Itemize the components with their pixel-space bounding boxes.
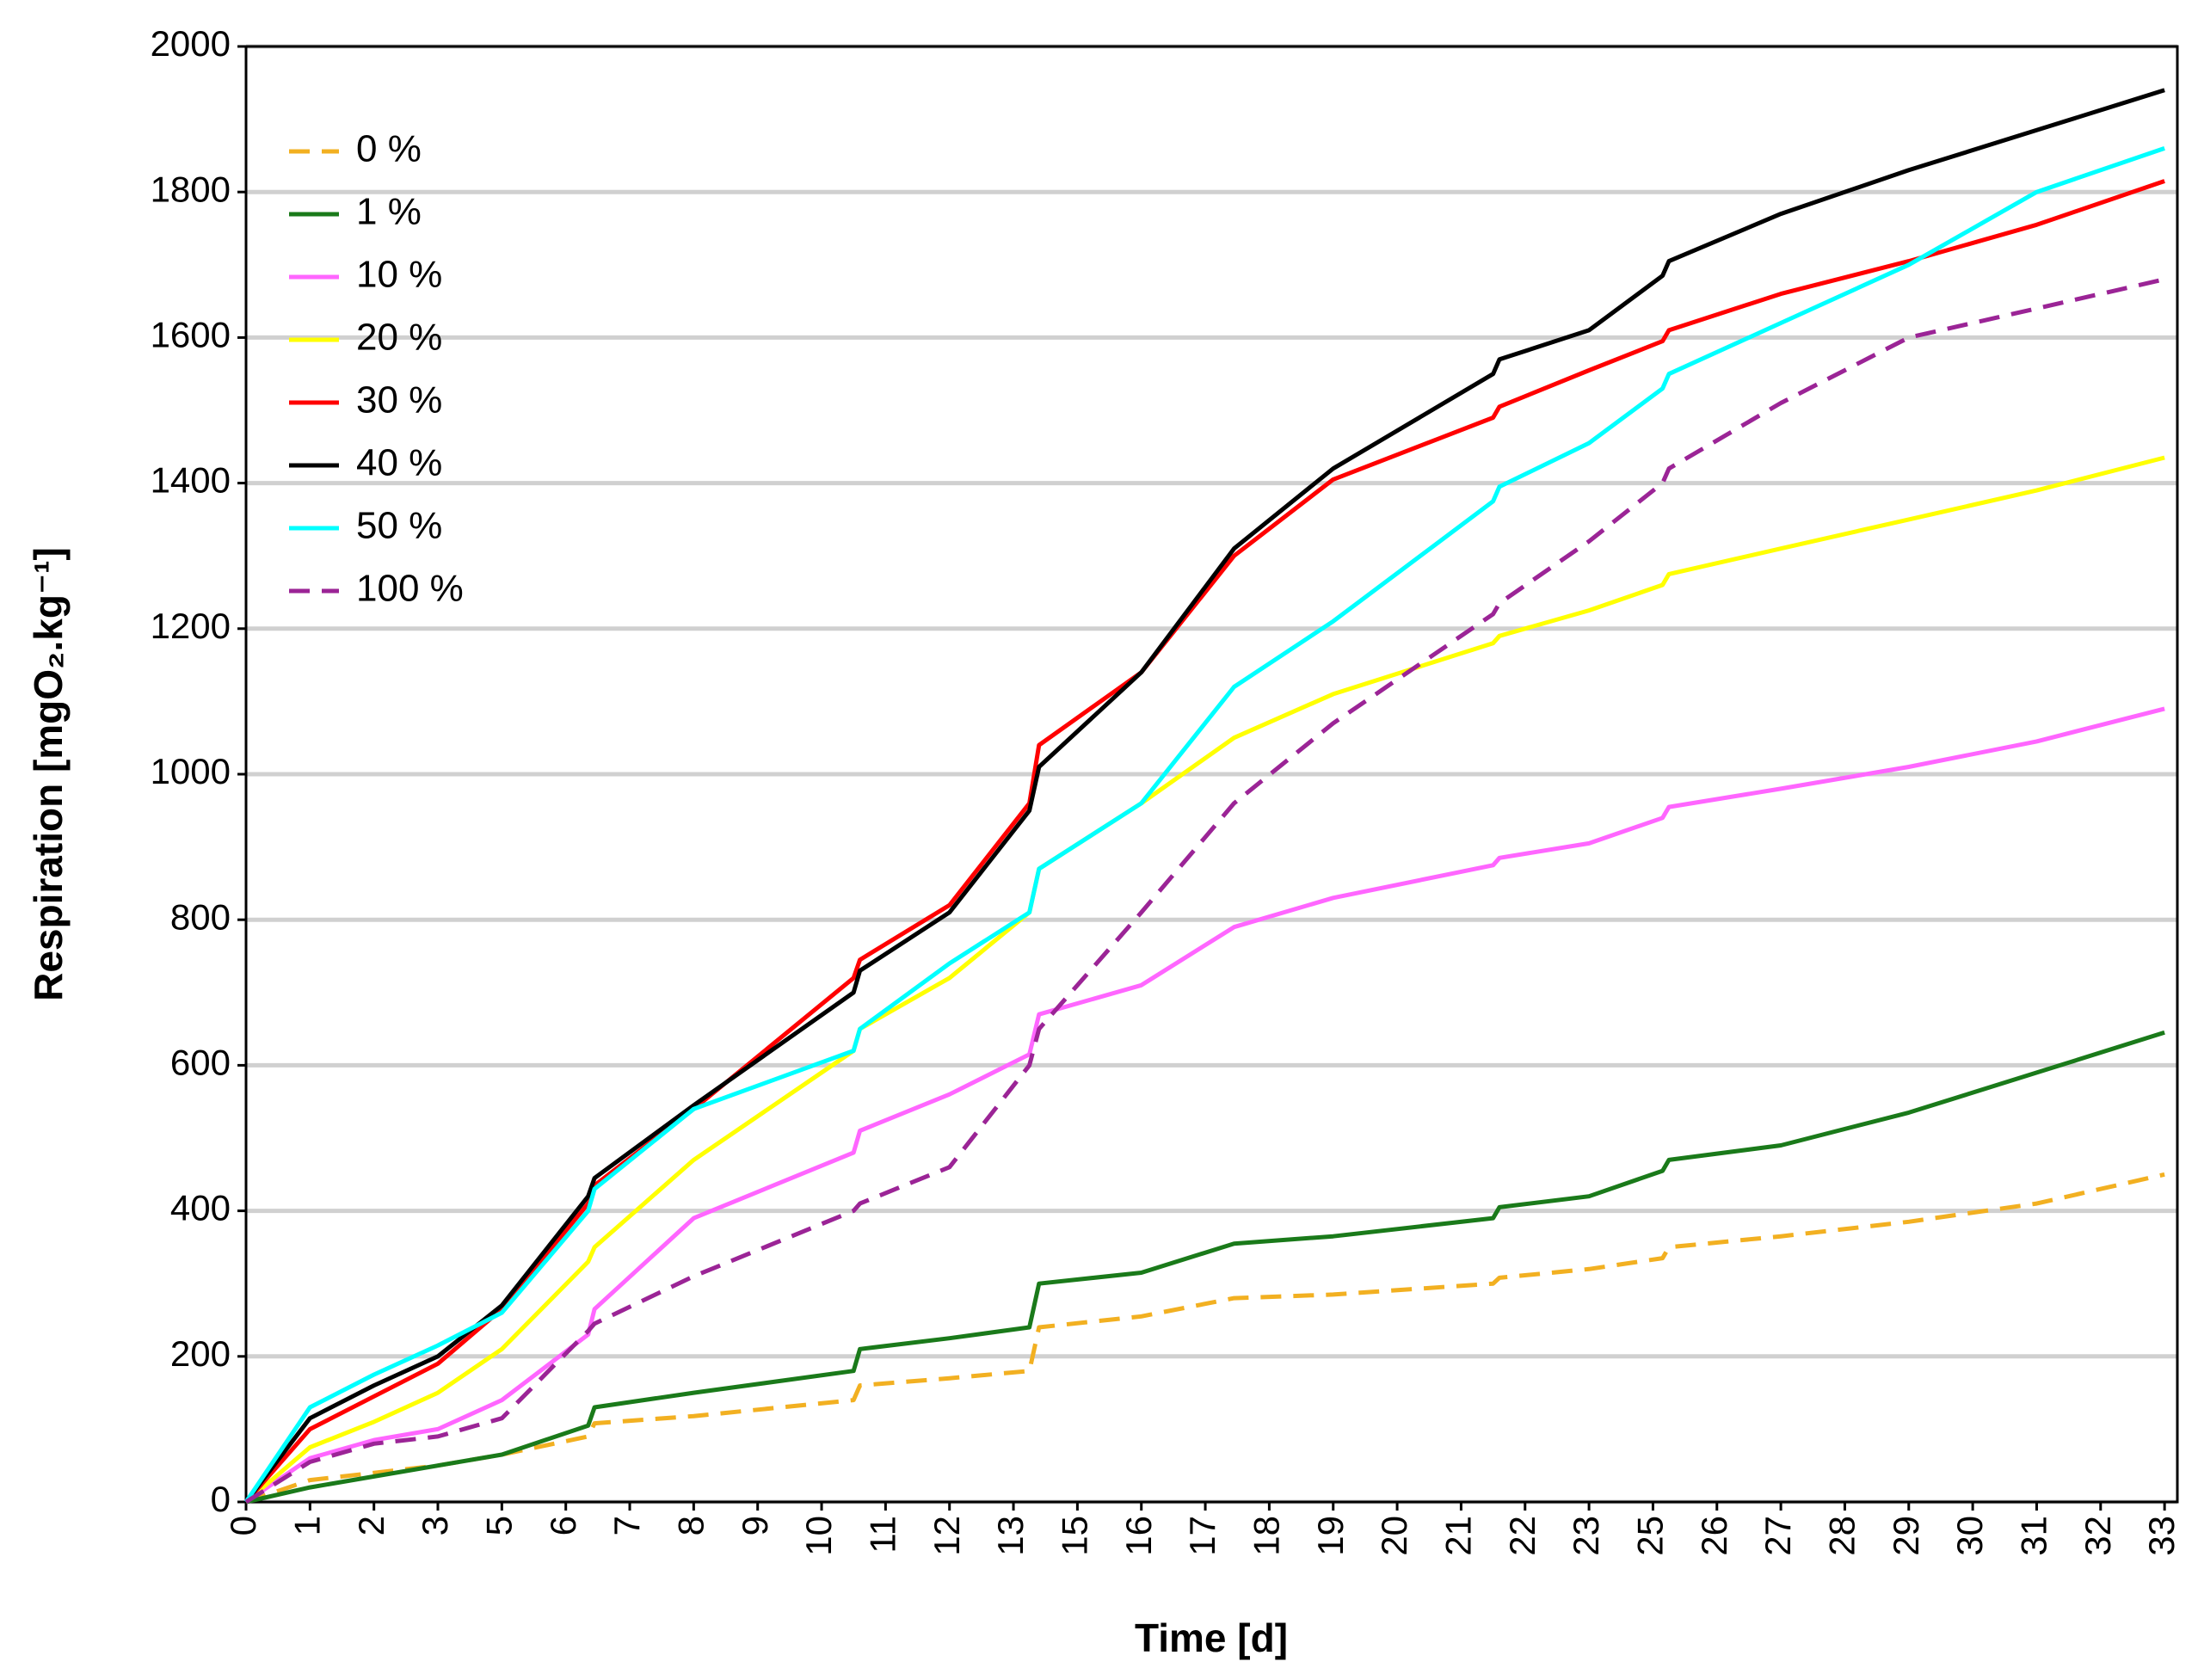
data-line	[244, 455, 2165, 1504]
x-tick-label: 3	[415, 1516, 455, 1535]
data-line	[245, 1172, 2165, 1505]
x-tick-label: 15	[1054, 1516, 1094, 1556]
x-tick-label: 2	[351, 1516, 391, 1535]
y-tick-label: 1600	[151, 314, 231, 354]
x-tick-label: 31	[2014, 1516, 2054, 1556]
x-tick-label: 16	[1118, 1516, 1159, 1556]
legend-label: 50 %	[356, 505, 442, 547]
legend-label: 20 %	[356, 317, 442, 359]
y-tick-label: 600	[170, 1042, 231, 1082]
y-tick-label: 2000	[151, 23, 231, 64]
legend-label: 0 %	[356, 128, 422, 170]
data-line	[244, 277, 2165, 1505]
legend-label: 30 %	[356, 379, 442, 422]
data-line	[245, 1030, 2165, 1505]
x-tick-label: 13	[990, 1516, 1031, 1556]
x-tick-label: 18	[1246, 1516, 1286, 1556]
x-tick-label: 33	[2141, 1516, 2182, 1556]
x-axis-title: Time [d]	[1135, 1615, 1288, 1660]
data-line	[244, 88, 2165, 1504]
x-tick-label: 9	[735, 1516, 775, 1535]
y-tick-label: 1000	[151, 751, 231, 791]
x-tick-label: 26	[1694, 1516, 1734, 1556]
x-tick-label: 10	[798, 1516, 839, 1556]
data-line	[244, 706, 2165, 1505]
x-tick-label: 19	[1310, 1516, 1351, 1556]
x-tick-label: 0	[223, 1516, 263, 1535]
plot-frame	[244, 45, 2179, 1504]
x-tick-label: 6	[543, 1516, 583, 1535]
legend-label: 40 %	[356, 442, 442, 484]
y-tick-label: 1800	[151, 169, 231, 209]
y-tick-label: 0	[211, 1479, 231, 1519]
x-tick-label: 22	[1502, 1516, 1542, 1556]
y-tick-label: 400	[170, 1188, 231, 1228]
x-tick-label: 21	[1438, 1516, 1479, 1556]
x-tick-label: 1	[286, 1516, 327, 1535]
x-tick-label: 11	[862, 1516, 902, 1554]
x-tick-label: 20	[1374, 1516, 1414, 1556]
legend-label: 1 %	[356, 191, 422, 233]
x-tick-label: 29	[1886, 1516, 1926, 1556]
y-tick-label: 800	[170, 896, 231, 937]
x-tick-label: 28	[1822, 1516, 1862, 1556]
x-tick-label: 17	[1182, 1516, 1222, 1556]
data-line	[244, 179, 2165, 1504]
x-tick-label: 23	[1566, 1516, 1606, 1556]
legend-label: 10 %	[356, 254, 442, 296]
x-tick-label: 27	[1758, 1516, 1798, 1556]
x-tick-label: 30	[1949, 1516, 1990, 1556]
x-tick-label: 7	[606, 1516, 647, 1535]
x-tick-label: 25	[1630, 1516, 1671, 1556]
y-tick-label: 1400	[151, 460, 231, 501]
y-tick-label: 1200	[151, 606, 231, 646]
data-line	[243, 146, 2165, 1504]
x-tick-label: 32	[2078, 1516, 2118, 1556]
y-axis-title: Respiration [mgO₂.kg⁻¹]	[26, 547, 71, 1001]
x-tick-label: 8	[670, 1516, 711, 1535]
x-tick-label: 5	[478, 1516, 519, 1535]
y-tick-label: 200	[170, 1333, 231, 1374]
x-tick-label: 12	[927, 1516, 967, 1556]
legend-label: 100 %	[356, 568, 464, 610]
